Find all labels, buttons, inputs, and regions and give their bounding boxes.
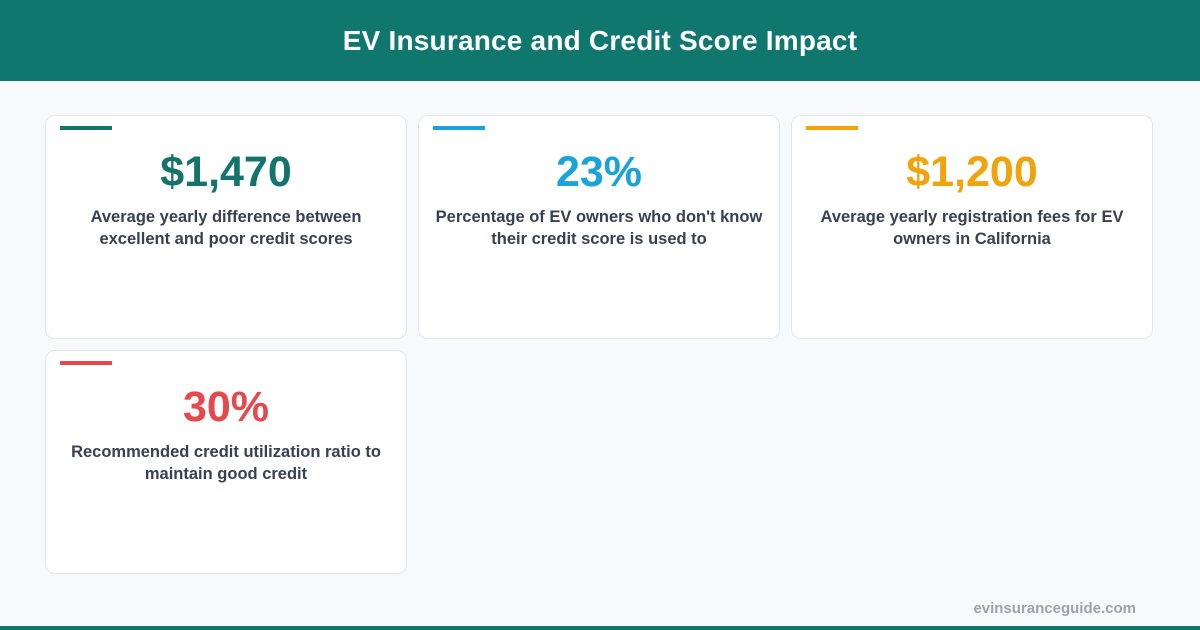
header-banner: EV Insurance and Credit Score Impact	[0, 0, 1200, 81]
card-accent-bar	[60, 126, 112, 130]
stat-card: 23% Percentage of EV owners who don't kn…	[418, 115, 780, 339]
stat-value: $1,470	[160, 148, 292, 196]
stat-description: Recommended credit utilization ratio to …	[71, 443, 381, 483]
page-title: EV Insurance and Credit Score Impact	[342, 24, 858, 56]
stat-card: $1,470 Average yearly difference between…	[45, 115, 407, 339]
card-accent-bar	[806, 126, 858, 130]
card-accent-bar	[433, 126, 485, 130]
stat-description: Average yearly registration fees for EV …	[820, 208, 1124, 248]
site-url: evinsuranceguide.com	[973, 600, 1136, 617]
stat-description: Percentage of EV owners who don't know t…	[435, 208, 763, 248]
bottom-accent-bar	[0, 626, 1200, 630]
stat-card: $1,200 Average yearly registration fees …	[791, 115, 1153, 339]
card-accent-bar	[60, 361, 112, 365]
stat-value: $1,200	[906, 148, 1038, 196]
stat-value: 23%	[555, 148, 643, 196]
stat-description: Average yearly difference between excell…	[90, 208, 362, 248]
stat-card: 30% Recommended credit utilization ratio…	[45, 350, 407, 574]
stat-value: 30%	[182, 383, 270, 431]
